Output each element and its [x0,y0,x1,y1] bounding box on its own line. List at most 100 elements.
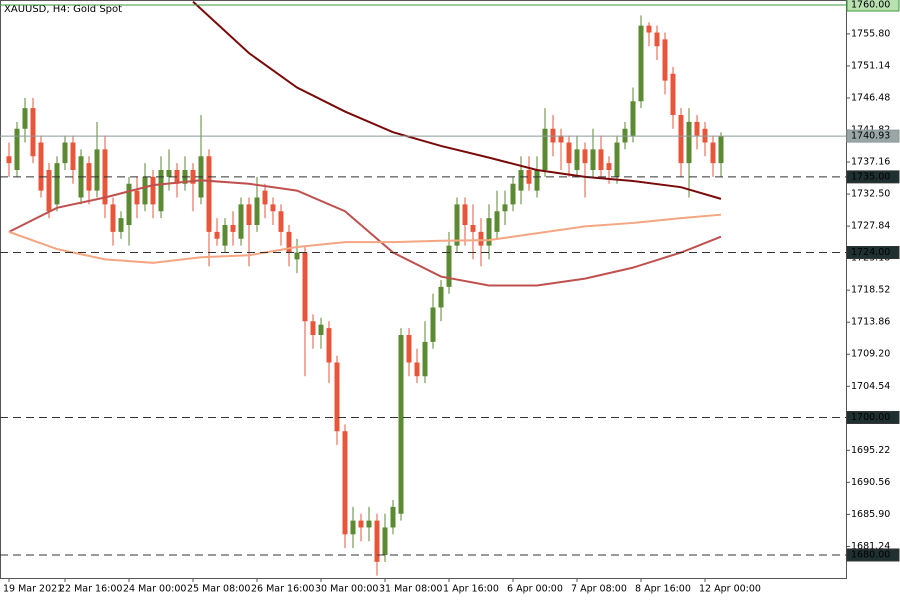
candle-body [278,211,284,232]
y-tick-label: 1681.24 [851,541,890,552]
candle-body [678,115,684,164]
candle-body [62,142,68,164]
candle-body [166,170,172,177]
x-tick-label: 31 Mar 08:00 [379,584,442,595]
level-label: 1760.00 [851,0,890,11]
x-tick-label: 24 Mar 00:00 [123,584,186,595]
candle-body [398,334,404,514]
x-tick-label: 30 Mar 00:00 [315,584,378,595]
candle-body [590,149,596,171]
candle-body [534,170,540,191]
candle-body [334,362,340,432]
candle-body [22,108,28,129]
candle-body [54,163,60,205]
candle-body [510,183,516,205]
candle-body [126,183,132,225]
candle-body [478,231,484,246]
y-tick-label: 1737.16 [851,157,890,168]
level-label: 1740.93 [851,131,890,142]
candle-body [254,197,260,225]
candle-body [662,39,668,81]
candle-body [582,149,588,164]
candle-body [246,204,252,225]
candle-body [30,108,36,157]
x-tick-label: 19 Mar 2021 [3,584,63,595]
level-label: 1724.00 [851,247,890,258]
level-label: 1735.00 [851,171,890,182]
candle-body [214,231,220,239]
candle-body [6,156,12,164]
candle-body [294,252,300,260]
chart-title: XAUUSD, H4: Gold Spot [4,4,122,15]
candle-body [134,190,140,205]
candle-body [110,204,116,232]
candle-body [574,149,580,171]
candle-body [14,128,20,171]
candle-body [558,135,564,143]
x-tick-label: 25 Mar 08:00 [187,584,250,595]
x-tick-label: 22 Mar 16:00 [59,584,122,595]
candle-body [118,218,124,232]
candle-body [446,245,452,287]
candle-body [438,286,444,308]
y-tick-label: 1732.50 [851,189,890,200]
candle-body [94,149,100,191]
y-tick-label: 1695.22 [851,445,890,456]
candle-body [86,163,92,191]
candle-body [142,176,148,205]
candle-body [606,163,612,171]
moving-average [192,0,722,200]
candle-body [542,128,548,171]
candle-body [390,506,396,528]
level-label-bg [846,548,900,562]
level-label-bg [846,170,900,184]
candle-body [326,328,332,363]
candle-body [374,520,380,562]
candle-body [318,324,324,335]
candle-body [382,527,388,555]
level-label-bg [846,410,900,424]
candle-body [342,431,348,535]
candle-body [46,170,52,212]
candle-body [462,204,468,225]
y-tick-label: 1709.20 [851,349,890,360]
candle-body [206,156,212,232]
y-tick-label: 1755.80 [851,28,890,39]
y-tick-label: 1746.48 [851,92,890,103]
candle-body [526,170,532,184]
candle-body [454,204,460,246]
candle-body [366,520,372,528]
candle-body [670,73,676,116]
candle-body [502,204,508,212]
plot-frame [0,0,847,579]
candle-body [710,142,716,164]
candle-body [222,224,228,246]
candle-body [694,121,700,136]
level-label-bg [846,0,900,12]
candle-body [70,142,76,171]
candle-body [358,520,364,528]
candle-body [518,170,524,191]
y-tick-label: 1685.90 [851,509,890,520]
level-label-bg [846,245,900,259]
candle-body [406,334,412,363]
candle-body [686,121,692,164]
candle-body [270,204,276,212]
candle-body [302,252,308,322]
candle-body [310,321,316,335]
candle-body [190,170,196,184]
candle-body [638,25,644,102]
candle-body [350,520,356,535]
candle-body [598,149,604,171]
candle-body [230,224,236,232]
x-tick-label: 1 Apr 16:00 [443,584,499,595]
candle-body [422,341,428,377]
x-tick-label: 6 Apr 00:00 [507,584,563,595]
candle-body [614,142,620,177]
candle-body [262,190,268,205]
candle-body [238,204,244,239]
moving-average [8,179,722,287]
x-tick-label: 26 Mar 16:00 [251,584,314,595]
y-tick-label: 1713.86 [851,317,890,328]
y-tick-label: 1704.54 [851,381,890,392]
